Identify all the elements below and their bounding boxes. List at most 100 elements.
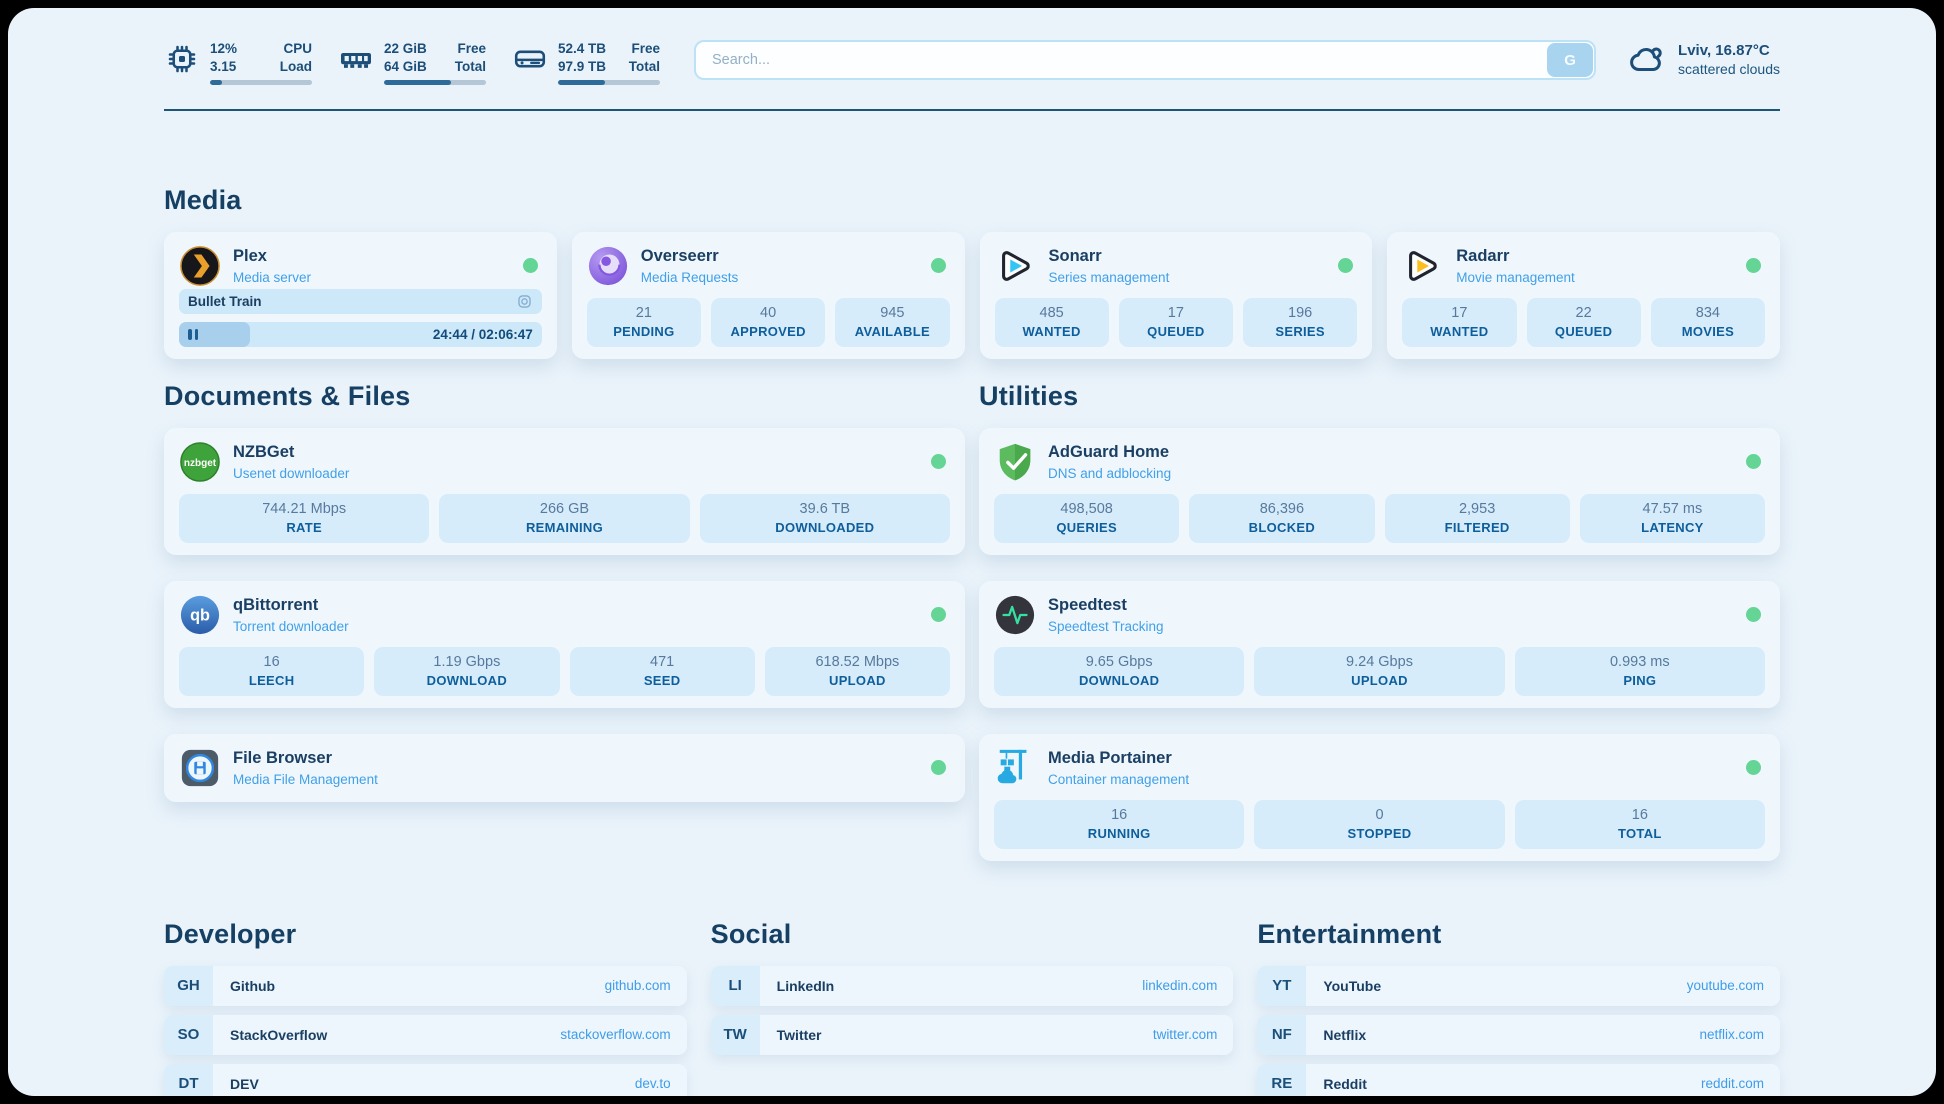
app-card-plex[interactable]: Plex Media server Bullet Train [164, 231, 557, 359]
app-card-speedtest[interactable]: Speedtest Speedtest Tracking 9.65 Gbps D… [979, 580, 1780, 708]
stat-label: SEED [643, 672, 681, 688]
stat-label: WANTED [1022, 323, 1081, 339]
middle-sections: Documents & Files nzbget NZBGet U [8, 381, 1936, 861]
stat-tile: 9.65 Gbps DOWNLOAD [994, 646, 1245, 696]
stat-tile: 16 LEECH [179, 646, 365, 696]
app-card-filebrowser[interactable]: File Browser Media File Management [164, 733, 965, 802]
link-url[interactable]: dev.to [634, 1076, 671, 1092]
developer-section-title: Developer [164, 918, 297, 949]
status-dot [931, 453, 946, 469]
app-subtitle: Media File Management [233, 771, 378, 787]
link-url[interactable]: twitter.com [1152, 1027, 1218, 1043]
stat-label: STOPPED [1347, 825, 1412, 841]
section-media: Media Plex Media server [8, 185, 1936, 359]
search-input[interactable] [694, 40, 1597, 80]
cpu-load-label: Load [279, 58, 312, 74]
app-card-overseerr[interactable]: Overseerr Media Requests 21 PENDING 40 A… [571, 231, 965, 359]
link-row-dev[interactable]: DT DEV dev.to [164, 1063, 687, 1096]
radarr-icon [1402, 245, 1444, 287]
now-playing-title: Bullet Train [188, 293, 262, 309]
stat-tile: 0.993 ms PING [1514, 646, 1765, 696]
app-name: Plex [233, 246, 267, 265]
app-card-portainer[interactable]: Media Portainer Container management 16 … [979, 733, 1780, 861]
link-row-github[interactable]: GH Github github.com [164, 965, 687, 1006]
stackoverflow-badge: SO [164, 1014, 213, 1055]
stat-value: 16 [1111, 806, 1128, 823]
app-card-radarr[interactable]: Radarr Movie management 17 WANTED 22 QUE… [1387, 231, 1780, 359]
link-name: YouTube [1323, 977, 1382, 994]
link-name: StackOverflow [230, 1026, 328, 1043]
pause-icon[interactable] [188, 328, 198, 340]
dashboard-page: 12% 3.15 CPU Load [8, 8, 1936, 1096]
ram-icon [338, 41, 374, 77]
app-subtitle: Usenet downloader [233, 465, 350, 481]
stat-value: 266 GB [539, 500, 590, 517]
stat-tile: 498,508 QUERIES [994, 493, 1180, 543]
stat-tile: 17 WANTED [1402, 297, 1517, 347]
stat-label: DOWNLOAD [1078, 672, 1160, 688]
disk-total-label: Total [628, 58, 660, 74]
stat-tile: 16 RUNNING [994, 799, 1245, 849]
link-row-linkedin[interactable]: LI LinkedIn linkedin.com [710, 965, 1234, 1006]
app-subtitle: Media server [233, 269, 312, 285]
weather-widget: Lviv, 16.87°C scattered clouds [1628, 40, 1780, 78]
stat-label: MOVIES [1681, 323, 1735, 339]
stat-label: DOWNLOAD [426, 672, 508, 688]
stat-tile: 744.21 Mbps RATE [179, 493, 430, 543]
app-card-nzbget[interactable]: nzbget NZBGet Usenet downloader 744.21 M… [164, 427, 965, 555]
app-card-qbittorrent[interactable]: qb qBittorrent Torrent downloader 16 LEE… [164, 580, 965, 708]
stat-value: 471 [650, 653, 675, 670]
stat-tile: 86,396 BLOCKED [1189, 493, 1375, 543]
social-section-title: Social [710, 918, 792, 949]
stat-label: FILTERED [1444, 519, 1510, 535]
app-name: qBittorrent [233, 595, 319, 614]
status-dot [1746, 453, 1761, 469]
camera-icon[interactable] [516, 293, 533, 310]
link-row-twitter[interactable]: TW Twitter twitter.com [710, 1014, 1234, 1055]
link-url[interactable]: youtube.com [1686, 978, 1764, 994]
link-url[interactable]: linkedin.com [1142, 978, 1218, 994]
disk-icon [512, 41, 548, 77]
link-row-reddit[interactable]: RE Reddit reddit.com [1257, 1063, 1780, 1096]
stat-tile: 16 TOTAL [1514, 799, 1765, 849]
stat-label: UPLOAD [829, 672, 886, 688]
stat-tile: 834 MOVIES [1650, 297, 1765, 347]
stat-label: REMAINING [525, 519, 604, 535]
disk-total-value: 97.9 TB [558, 58, 607, 74]
link-url[interactable]: netflix.com [1699, 1027, 1764, 1043]
linkedin-badge: LI [710, 965, 760, 1006]
stat-label: SERIES [1275, 323, 1325, 339]
twitter-badge: TW [710, 1014, 760, 1055]
stat-value: 9.65 Gbps [1085, 653, 1153, 670]
header-divider [164, 108, 1780, 111]
stat-tile: 2,953 FILTERED [1384, 493, 1570, 543]
cpu-load-value: 3.15 [210, 58, 237, 74]
link-url[interactable]: reddit.com [1700, 1076, 1764, 1092]
stat-value: 485 [1039, 304, 1064, 321]
app-card-sonarr[interactable]: Sonarr Series management 485 WANTED 17 Q… [979, 231, 1373, 359]
stat-tile: 17 QUEUED [1118, 297, 1233, 347]
stat-label: WANTED [1430, 323, 1489, 339]
link-row-youtube[interactable]: YT YouTube youtube.com [1257, 965, 1780, 1006]
link-url[interactable]: stackoverflow.com [560, 1027, 671, 1043]
link-row-netflix[interactable]: NF Netflix netflix.com [1257, 1014, 1780, 1055]
section-developer: Developer GH Github github.com SO StackO… [164, 919, 687, 1096]
stat-value: 22 [1575, 304, 1592, 321]
adguard-icon [994, 441, 1036, 483]
stat-label: AVAILABLE [854, 323, 930, 339]
app-name: File Browser [233, 748, 333, 767]
ram-widget: 22 GiB 64 GiB Free Total [338, 40, 486, 85]
app-subtitle: Container management [1048, 771, 1190, 787]
stat-value: 0 [1375, 806, 1384, 823]
stat-value: 2,953 [1458, 500, 1496, 517]
link-row-stackoverflow[interactable]: SO StackOverflow stackoverflow.com [164, 1014, 687, 1055]
stat-label: APPROVED [730, 323, 806, 339]
ram-progress-bar [384, 79, 486, 85]
entertainment-section-title: Entertainment [1257, 918, 1442, 949]
status-dot [1746, 257, 1761, 273]
link-url[interactable]: github.com [604, 978, 671, 994]
stat-tile: 471 SEED [569, 646, 755, 696]
app-card-adguard[interactable]: AdGuard Home DNS and adblocking 498,508 … [979, 427, 1780, 555]
cpu-icon [164, 41, 200, 77]
search-engine-button[interactable]: G [1547, 43, 1594, 77]
